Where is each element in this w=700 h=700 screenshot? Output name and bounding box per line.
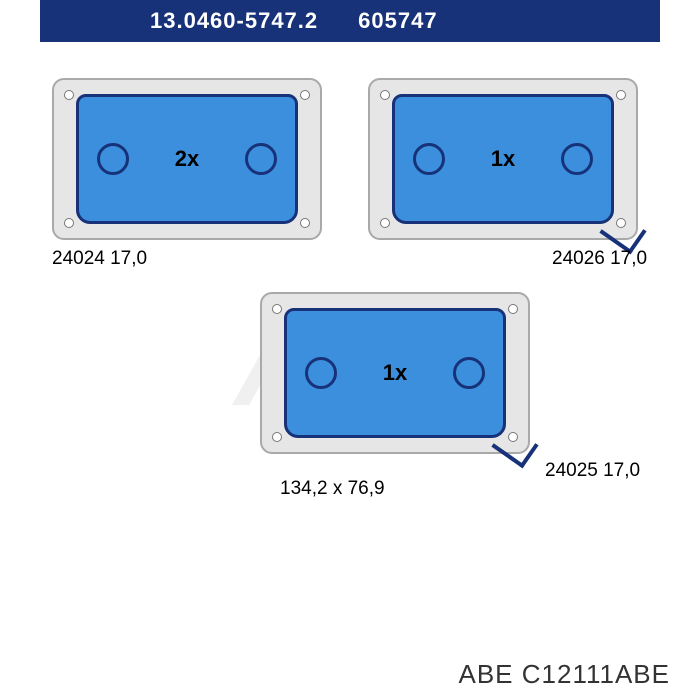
diagram-canvas: ATE 13.0460-5747.2 605747 2x 24024 17,0 <box>0 0 700 700</box>
qty-label: 2x <box>175 146 199 172</box>
brake-pad-right: 1x <box>368 78 638 240</box>
pad-code-bottom: 24025 17,0 <box>545 460 640 482</box>
short-code: 605747 <box>358 8 437 34</box>
pad-code-left: 24024 17,0 <box>52 248 147 270</box>
brake-pad-left: 2x <box>52 78 322 240</box>
pad-code-right: 24026 17,0 <box>552 248 647 270</box>
brand-footer: ABE C12111ABE <box>458 659 670 690</box>
catalog-number: 13.0460-5747.2 <box>150 8 318 34</box>
dimension-label: 134,2 x 76,9 <box>280 478 385 500</box>
qty-label: 1x <box>383 360 407 386</box>
footer-partno: C12111ABE <box>522 659 670 689</box>
qty-label: 1x <box>491 146 515 172</box>
header-bar: 13.0460-5747.2 605747 <box>40 0 660 42</box>
footer-brand: ABE <box>458 659 513 689</box>
brake-pad-bottom: 1x <box>260 292 530 454</box>
